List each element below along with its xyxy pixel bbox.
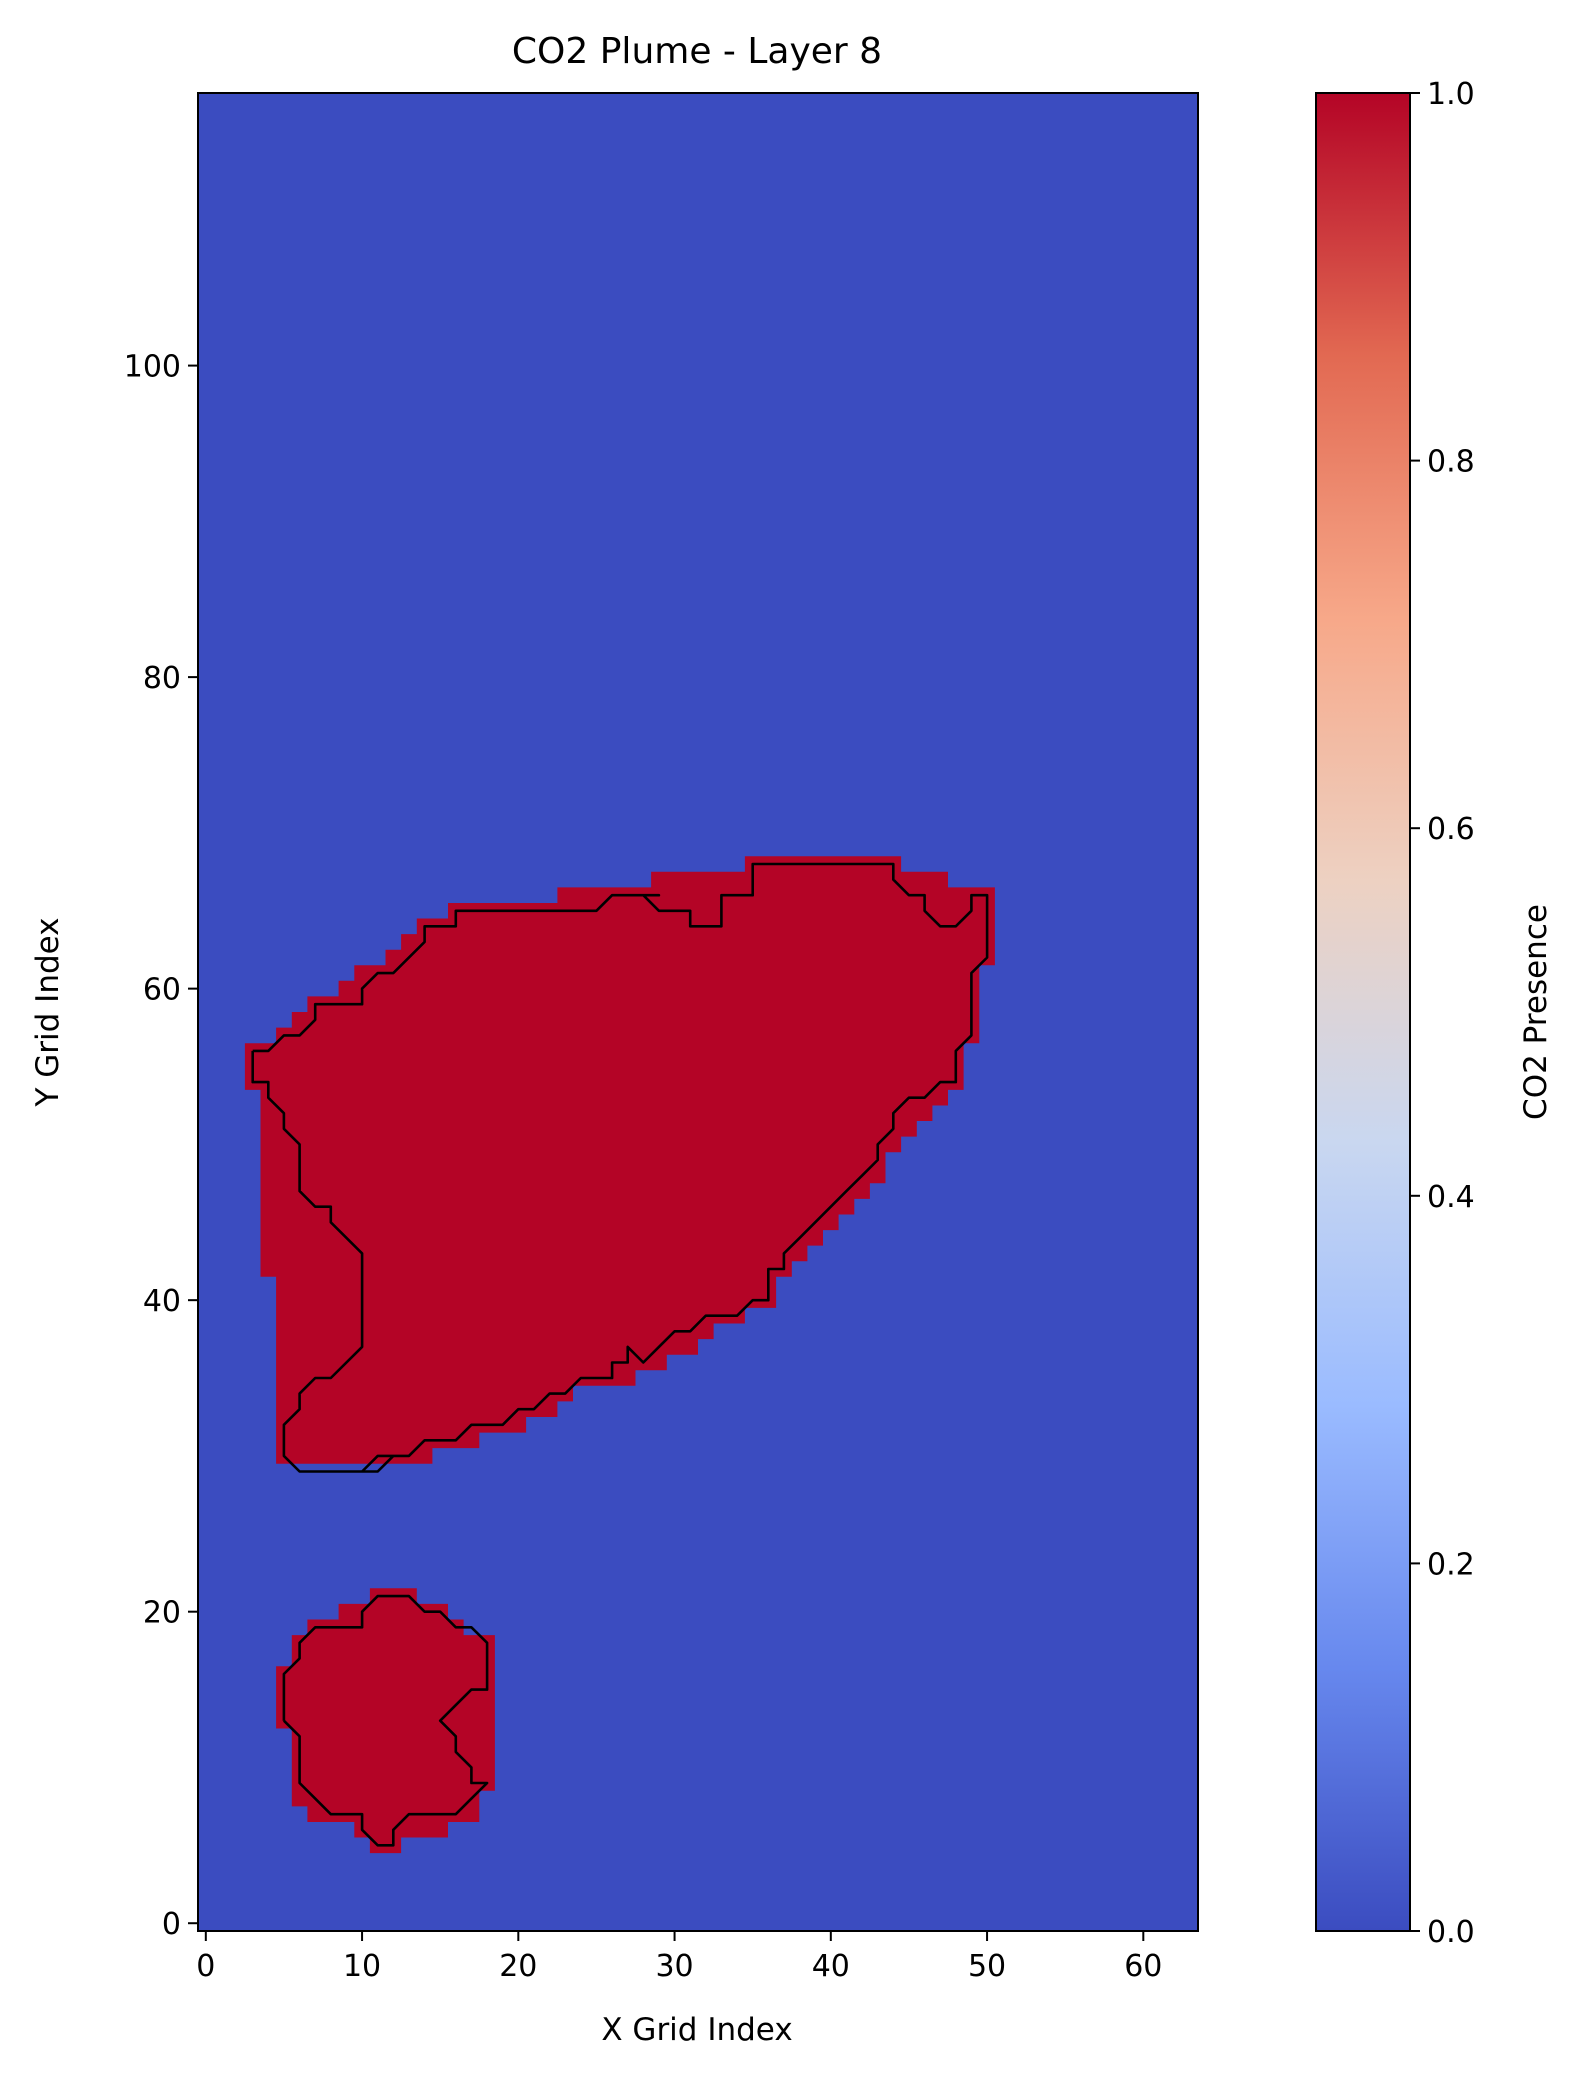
x-tick-label: 30 (655, 1949, 693, 1984)
colorbar-tick-label: 0.0 (1427, 1915, 1475, 1950)
y-tick-label: 40 (143, 1284, 181, 1319)
x-axis: 0 10 20 30 40 50 60 (196, 1931, 1162, 1984)
colorbar-ticks: 0.0 0.2 0.4 0.6 0.8 1.0 (1410, 77, 1475, 1950)
x-axis-label: X Grid Index (601, 2012, 792, 2048)
colorbar-frame (1315, 92, 1411, 1932)
colorbar-tick-label: 0.6 (1427, 812, 1475, 847)
x-tick-label: 20 (499, 1949, 537, 1984)
colorbar-tick-label: 0.2 (1427, 1547, 1475, 1582)
y-tick-label: 20 (143, 1596, 181, 1631)
x-tick-label: 50 (968, 1949, 1006, 1984)
plume-region-main (244, 856, 995, 1464)
plume-layer (244, 856, 995, 1854)
y-tick-label: 0 (162, 1907, 181, 1942)
x-tick-label: 40 (812, 1949, 850, 1984)
colorbar-tick-label: 1.0 (1427, 77, 1475, 112)
y-tick-label: 100 (124, 350, 181, 385)
x-tick-label: 60 (1124, 1949, 1162, 1984)
contour-line-main (251, 862, 989, 1473)
plot-area (198, 93, 1198, 1931)
y-tick-label: 60 (143, 973, 181, 1008)
y-tick-label: 80 (143, 661, 181, 696)
y-axis-label: Y Grid Index (30, 917, 66, 1107)
plume-region-lower (276, 1588, 495, 1854)
contour-layer (251, 862, 989, 1847)
colorbar-fill (1316, 93, 1410, 1931)
colorbar-tick-label: 0.8 (1427, 445, 1475, 480)
x-tick-label: 10 (343, 1949, 381, 1984)
chart-title: CO2 Plume - Layer 8 (512, 31, 882, 72)
colorbar: 0.0 0.2 0.4 0.6 0.8 1.0 (1315, 77, 1475, 1950)
plot-frame (197, 92, 1199, 1932)
x-tick-label: 0 (196, 1949, 215, 1984)
colorbar-tick-label: 0.4 (1427, 1180, 1475, 1215)
colorbar-label: CO2 Presence (1518, 904, 1554, 1120)
contour-line-lower (282, 1594, 489, 1847)
y-axis: 0 20 40 60 80 100 (124, 350, 198, 1942)
